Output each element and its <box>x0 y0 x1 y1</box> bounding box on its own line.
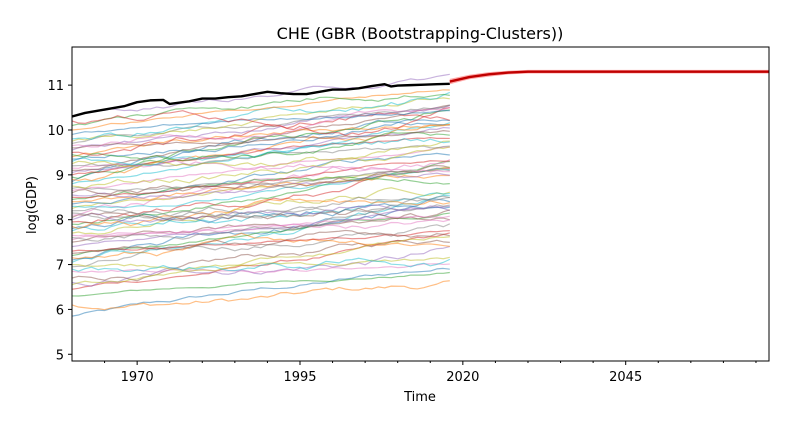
background-series-line <box>72 160 450 199</box>
background-series-line <box>72 89 450 131</box>
background-series-line <box>72 146 450 189</box>
y-tick-label: 10 <box>47 124 64 139</box>
background-series-line <box>72 198 450 261</box>
y-tick-label: 8 <box>56 214 64 229</box>
forecast-band <box>449 69 769 85</box>
highlight-series-line <box>72 82 450 118</box>
background-series-line <box>72 172 450 199</box>
y-tick-label: 5 <box>56 348 64 363</box>
background-series-line <box>72 280 450 311</box>
background-series-line <box>72 130 450 149</box>
x-axis: 1970 1995 2020 2045 <box>104 361 757 385</box>
plot-area <box>72 69 769 317</box>
background-series-line <box>72 232 450 260</box>
background-series-line <box>72 257 451 273</box>
y-tick-label: 11 <box>47 79 64 94</box>
y-axis: 5 6 7 8 9 10 11 <box>47 79 72 363</box>
background-series-line <box>72 140 450 169</box>
x-tick-label: 1995 <box>283 370 316 385</box>
background-series-line <box>72 187 450 235</box>
background-series-line <box>72 123 450 158</box>
chart-title: CHE (GBR (Bootstrapping-Clusters)) <box>277 24 564 43</box>
x-tick-label: 1970 <box>121 370 154 385</box>
background-series-line <box>72 204 450 242</box>
y-axis-label: log(GDP) <box>25 176 40 234</box>
background-series-line <box>72 104 450 171</box>
background-series-line <box>72 256 450 271</box>
background-series-line <box>72 131 450 162</box>
background-series-line <box>72 267 450 317</box>
background-series-line <box>72 109 450 136</box>
background-series-line <box>72 245 450 287</box>
background-series-line <box>72 107 450 148</box>
background-series-line <box>72 110 450 137</box>
background-series-line <box>72 197 450 230</box>
background-series-line <box>72 223 451 268</box>
background-series-line <box>72 137 450 167</box>
plot-frame <box>71 46 770 362</box>
background-series-line <box>72 195 450 219</box>
background-series-line <box>72 104 451 151</box>
y-tick-label: 9 <box>56 169 64 184</box>
background-series-line <box>72 104 450 145</box>
background-series-line <box>72 229 450 254</box>
x-axis-label: Time <box>403 390 436 405</box>
background-series-line <box>72 230 450 252</box>
background-series-line <box>72 118 450 160</box>
y-tick-label: 6 <box>56 303 64 318</box>
background-series-line <box>72 158 451 216</box>
x-tick-label: 2020 <box>446 370 479 385</box>
background-series-line <box>72 93 450 127</box>
forecast-series-line <box>449 70 769 83</box>
background-series-line <box>72 196 450 220</box>
y-tick-label: 7 <box>56 259 64 274</box>
background-series-line <box>72 236 450 286</box>
background-series-line <box>72 215 450 237</box>
background-series-line <box>72 271 450 297</box>
background-series-line <box>72 169 450 191</box>
background-series-line <box>72 212 450 257</box>
x-tick-label: 2045 <box>609 370 642 385</box>
